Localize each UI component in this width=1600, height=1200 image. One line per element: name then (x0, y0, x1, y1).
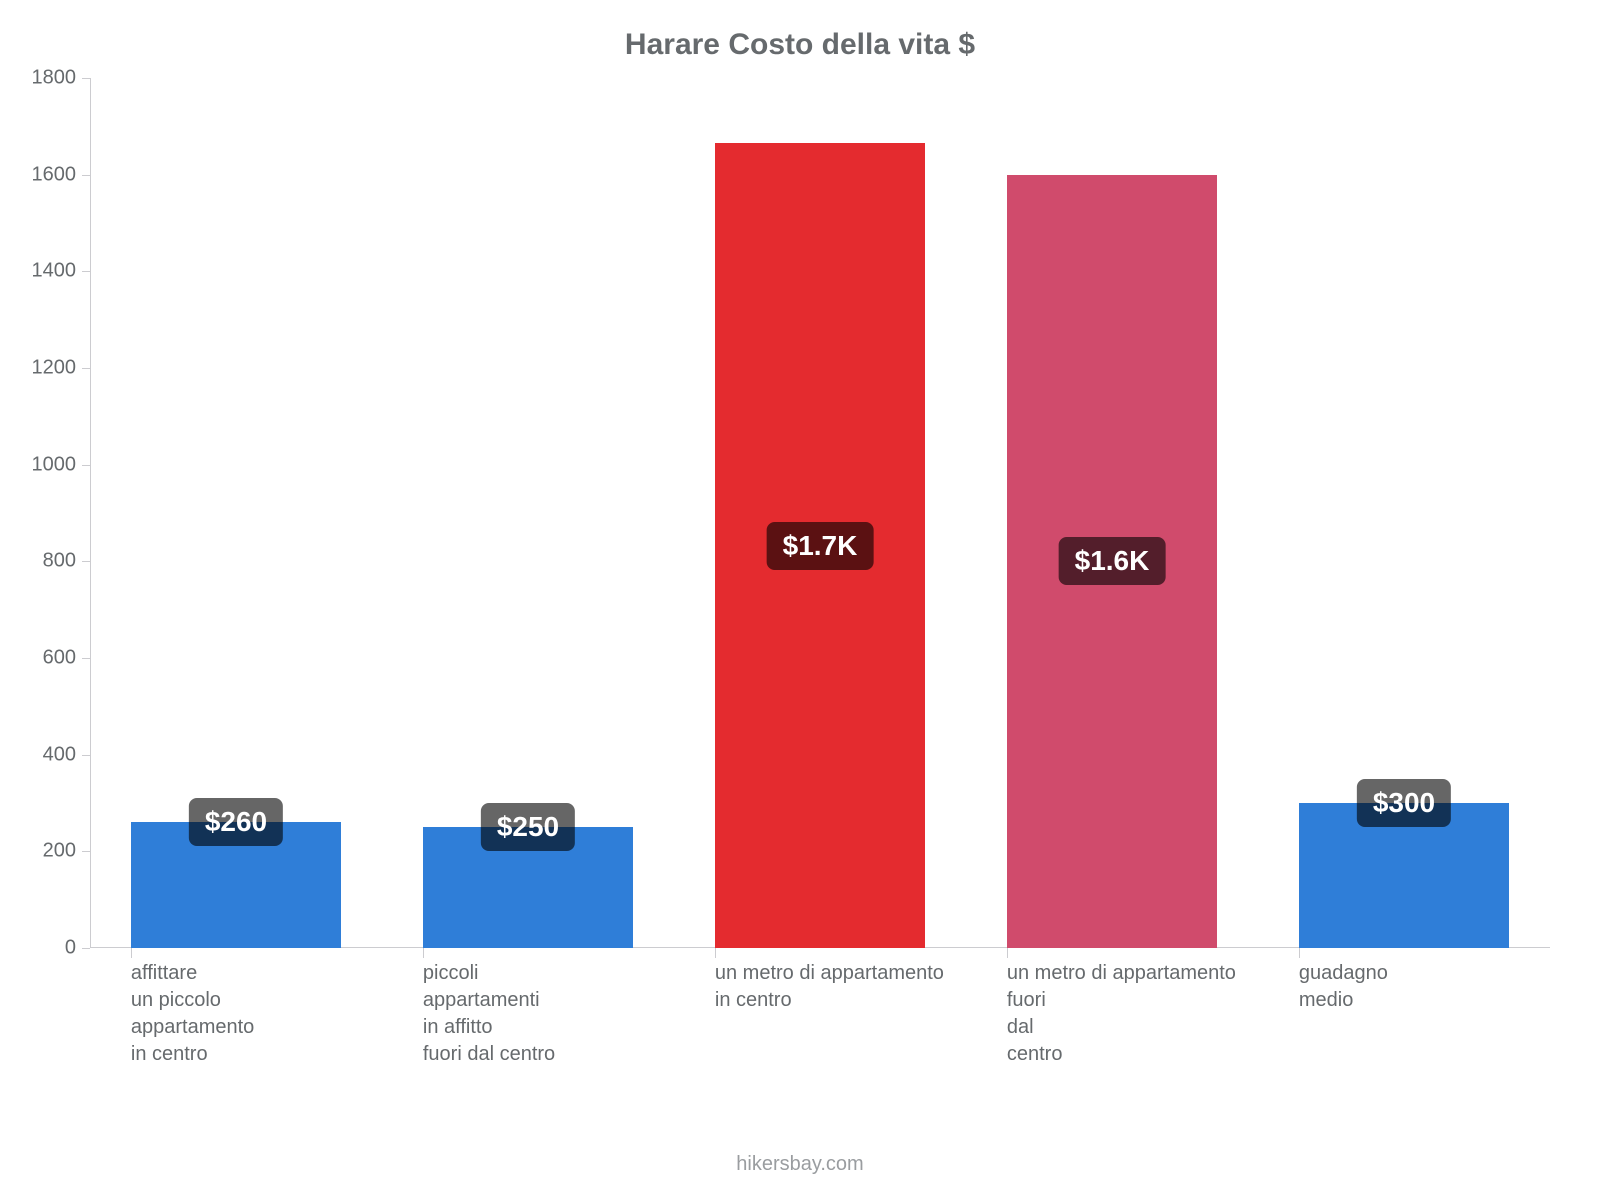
bar: $260 (131, 822, 341, 948)
y-tick-label: 0 (65, 937, 90, 960)
y-tick-label: 1400 (32, 260, 91, 283)
x-axis-label: piccoli appartamenti in affitto fuori da… (423, 960, 730, 1068)
attribution-text: hikersbay.com (0, 1153, 1600, 1176)
y-tick-label: 600 (43, 647, 90, 670)
y-tick-label: 1000 (32, 453, 91, 476)
bar: $1.6K (1007, 175, 1217, 948)
x-axis-label: un metro di appartamento fuori dal centr… (1007, 960, 1314, 1068)
x-axis-label: guadagno medio (1299, 960, 1600, 1014)
plot-area: $260$250$1.7K$1.6K$300 02004006008001000… (90, 78, 1550, 948)
y-tick-label: 400 (43, 743, 90, 766)
x-tick-mark (131, 948, 132, 958)
bar: $250 (423, 827, 633, 948)
bar: $300 (1299, 803, 1509, 948)
bar-value-badge: $1.7K (767, 522, 874, 570)
x-tick-mark (1299, 948, 1300, 958)
x-tick-mark (1007, 948, 1008, 958)
bars-group: $260 $250 $1.7K $1.6K $300 (90, 78, 1550, 948)
y-tick-label: 1200 (32, 357, 91, 380)
chart-container: Harare Costo della vita $ $260$250$1.7K$… (0, 0, 1600, 1200)
bar-value-badge: $300 (1357, 779, 1451, 827)
y-tick-label: 800 (43, 550, 90, 573)
x-axis-label: un metro di appartamento in centro (715, 960, 1022, 1014)
bar: $1.7K (715, 143, 925, 948)
x-tick-mark (423, 948, 424, 958)
bar-value-badge: $250 (481, 803, 575, 851)
y-tick-label: 200 (43, 840, 90, 863)
bar-value-badge: $1.6K (1059, 537, 1166, 585)
x-axis-label: affittare un piccolo appartamento in cen… (131, 960, 438, 1068)
bar-value-badge: $260 (189, 798, 283, 846)
x-tick-mark (715, 948, 716, 958)
y-tick-label: 1800 (32, 67, 91, 90)
y-tick-label: 1600 (32, 163, 91, 186)
chart-title: Harare Costo della vita $ (0, 28, 1600, 62)
